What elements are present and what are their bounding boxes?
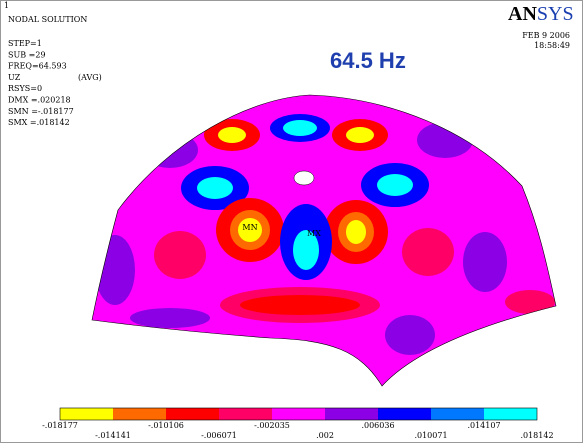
time: 18:58:49 xyxy=(534,41,570,50)
colorbar-label: -.010106 xyxy=(148,421,184,430)
colorbar-label: -.002035 xyxy=(254,421,290,430)
date: FEB 9 2006 xyxy=(522,31,570,40)
colorbar-segment xyxy=(60,408,113,420)
info-line: DMX =.020218 xyxy=(8,96,71,105)
frequency-annotation: 64.5 Hz xyxy=(330,48,406,73)
max-label: MX xyxy=(307,229,321,238)
info-line: UZ xyxy=(8,73,21,82)
colorbar-label: -.018177 xyxy=(42,421,78,430)
window-number: 1 xyxy=(4,1,9,10)
colorbar-label: -.006071 xyxy=(201,431,237,440)
min-label: MN xyxy=(242,223,257,232)
colorbar-label: .006036 xyxy=(361,421,394,430)
colorbar-segment xyxy=(325,408,378,420)
colorbar-segment xyxy=(378,408,431,420)
avg-note: (AVG) xyxy=(78,73,102,82)
colorbar: -.018177 -.014141 -.010106 -.006071 -.002035… xyxy=(42,407,554,440)
colorbar-segment xyxy=(166,408,219,420)
colorbar-border xyxy=(59,407,538,421)
colorbar-segment xyxy=(272,408,325,420)
logo: ANSYS xyxy=(508,3,574,25)
colorbar-label: .002 xyxy=(316,431,334,440)
info-line: SMX =.018142 xyxy=(8,118,70,127)
contour-bands xyxy=(95,114,555,355)
colorbar-segment xyxy=(219,408,272,420)
plot-title: NODAL SOLUTION xyxy=(8,15,87,24)
center-hole xyxy=(293,170,315,186)
colorbar-segment xyxy=(113,408,166,420)
info-line: SMN =-.018177 xyxy=(8,107,74,116)
colorbar-label: .018142 xyxy=(520,431,553,440)
colorbar-segment xyxy=(484,408,537,420)
info-line: FREQ=64.593 xyxy=(8,62,67,71)
info-line: RSYS=0 xyxy=(8,84,42,93)
colorbar-label: .014107 xyxy=(467,421,500,430)
colorbar-segment xyxy=(431,408,484,420)
info-block: STEP=1 SUB =29 FREQ=64.593 UZ RSYS=0 DMX =.02… xyxy=(8,39,74,127)
logo-bold: AN xyxy=(508,3,537,25)
logo-rest: SYS xyxy=(537,3,574,25)
colorbar-label: -.014141 xyxy=(95,431,131,440)
info-line: STEP=1 xyxy=(8,39,42,48)
colorbar-label: .010071 xyxy=(414,431,447,440)
dome-outline xyxy=(91,94,557,387)
info-line: SUB =29 xyxy=(8,50,46,59)
